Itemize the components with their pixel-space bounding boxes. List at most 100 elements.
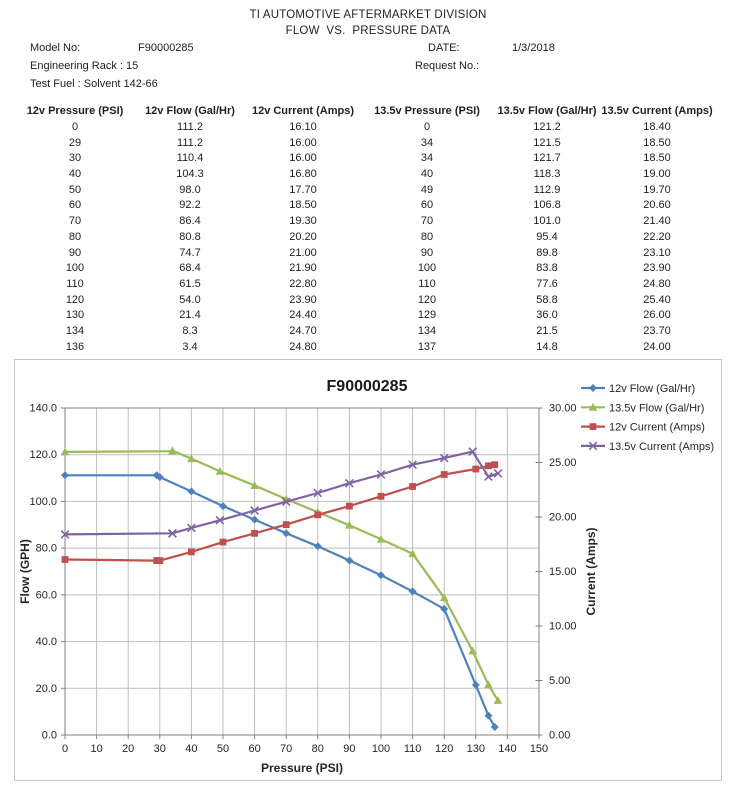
right-tick-label: 20.00 [549, 512, 577, 524]
x-tick-label: 140 [498, 743, 516, 755]
table-cell: 23.90 [289, 293, 317, 306]
table-cell: 100 [417, 262, 437, 275]
table-cell: 0 [71, 121, 79, 133]
triangle-marker [408, 549, 417, 558]
diamond-marker [61, 471, 69, 480]
legend-label: 12v Current (Amps) [609, 422, 705, 434]
x-marker [168, 528, 177, 538]
table-cell: 23.70 [643, 324, 671, 337]
chart-title: F90000285 [327, 378, 408, 395]
x-marker [588, 441, 598, 451]
column-header: 12v Pressure (PSI) [26, 105, 124, 117]
x-marker [281, 497, 291, 507]
series-line [63, 449, 499, 702]
x-axis-title: Pressure (PSI) [261, 761, 343, 775]
x-marker [187, 523, 196, 533]
chart-series-0 [61, 471, 499, 732]
table-row: 40 104.3 16.80 40 118.3 19.00 [18, 167, 724, 183]
square-marker [188, 548, 195, 556]
table-cell: 80 [68, 230, 82, 243]
legend-label: 13.5v Current (Amps) [609, 441, 714, 453]
diamond-marker [408, 587, 417, 596]
left-tick-label: 120.0 [29, 449, 57, 461]
right-tick-label: 10.00 [549, 621, 577, 633]
square-marker [346, 502, 353, 510]
triangle-marker [168, 446, 177, 455]
x-tick-label: 30 [154, 743, 166, 755]
legend-label: 12v Flow (Gal/Hr) [609, 383, 695, 395]
x-tick-label: 40 [185, 743, 197, 755]
right-axis-title: Current (Amps) [584, 527, 598, 615]
chart-legend-entry: 13.5v Current (Amps) [581, 441, 714, 453]
table-row: 120 54.0 23.90 120 58.8 25.40 [18, 293, 724, 309]
x-tick-label: 50 [217, 743, 229, 755]
table-cell: 24.00 [643, 340, 671, 353]
left-axis-title: Flow (GPH) [18, 539, 32, 604]
table-cell: 58.8 [536, 293, 558, 306]
table-cell: 112.9 [533, 183, 561, 196]
table-cell: 136 [65, 340, 85, 353]
table-cell: 54.0 [179, 293, 201, 306]
date-value: 1/3/2018 [512, 42, 555, 54]
table-cell: 121.5 [533, 136, 561, 149]
table-cell: 16.10 [289, 121, 317, 133]
right-tick-label: 15.00 [549, 566, 577, 578]
flow-table-body: 0 111.2 16.10 0 121.2 18.40 29 111.2 16.00 34 121.… [18, 120, 724, 355]
table-cell: 89.8 [536, 246, 558, 259]
table-row: 0 111.2 16.10 0 121.2 18.40 [18, 120, 724, 136]
right-tick-label: 25.00 [549, 457, 577, 469]
square-marker [491, 461, 499, 469]
left-tick-label: 80.0 [36, 543, 57, 555]
legend-label: 13.5v Flow (Gal/Hr) [609, 402, 704, 414]
square-marker [440, 471, 448, 478]
diamond-marker [250, 515, 259, 524]
table-row: 136 3.4 24.80 137 14.8 24.00 [18, 340, 724, 356]
table-cell: 40 [420, 168, 434, 181]
table-cell: 86.4 [179, 215, 201, 228]
table-cell: 22.20 [643, 230, 671, 243]
triangle-marker [250, 481, 259, 489]
table-cell: 24.40 [289, 309, 317, 322]
table-cell: 77.6 [536, 277, 558, 290]
x-tick-label: 130 [467, 743, 485, 755]
triangle-marker [588, 402, 598, 411]
table-cell: 21.40 [643, 215, 671, 228]
table-cell: 120 [65, 293, 85, 306]
table-cell: 111.2 [177, 136, 203, 149]
table-cell: 20.60 [643, 199, 671, 212]
table-cell: 83.8 [536, 262, 558, 275]
table-row: 130 21.4 24.40 129 36.0 26.00 [18, 308, 724, 324]
table-cell: 90 [420, 246, 434, 259]
column-header: 13.5v Flow (Gal/Hr) [497, 105, 597, 117]
table-cell: 98.0 [179, 183, 201, 196]
diamond-marker [440, 604, 449, 613]
triangle-marker [60, 447, 70, 456]
table-cell: 20.20 [289, 230, 317, 243]
table-cell: 111.2 [177, 121, 203, 133]
x-tick-label: 110 [404, 743, 422, 755]
table-cell: 18.40 [643, 121, 671, 133]
table-cell: 118.3 [533, 168, 561, 181]
table-cell: 21.5 [536, 324, 558, 337]
table-cell: 25.40 [643, 293, 671, 306]
table-cell: 34 [420, 152, 434, 165]
table-row: 30 110.4 16.00 34 121.7 18.50 [18, 151, 724, 167]
flow-table: 12v Pressure (PSI) 12v Flow (Gal/Hr) 12v C… [18, 102, 724, 355]
table-cell: 68.4 [179, 262, 201, 275]
table-cell: 34 [420, 136, 434, 149]
table-cell: 22.80 [289, 277, 317, 290]
x-marker [376, 470, 386, 479]
table-cell: 14.8 [536, 340, 558, 353]
square-marker [61, 556, 69, 563]
diamond-marker [155, 473, 164, 482]
diamond-marker [313, 542, 322, 551]
table-cell: 21.90 [289, 262, 317, 275]
table-cell: 137 [417, 340, 437, 353]
column-header: 12v Current (Amps) [251, 105, 355, 117]
report-title-line2: FLOW VS. PRESSURE DATA [285, 25, 451, 37]
left-tick-label: 100.0 [29, 496, 57, 508]
diamond-marker [219, 502, 227, 511]
table-cell: 16.00 [289, 152, 317, 165]
table-cell: 36.0 [536, 309, 558, 322]
table-row: 134 8.3 24.70 134 21.5 23.70 [18, 324, 724, 340]
